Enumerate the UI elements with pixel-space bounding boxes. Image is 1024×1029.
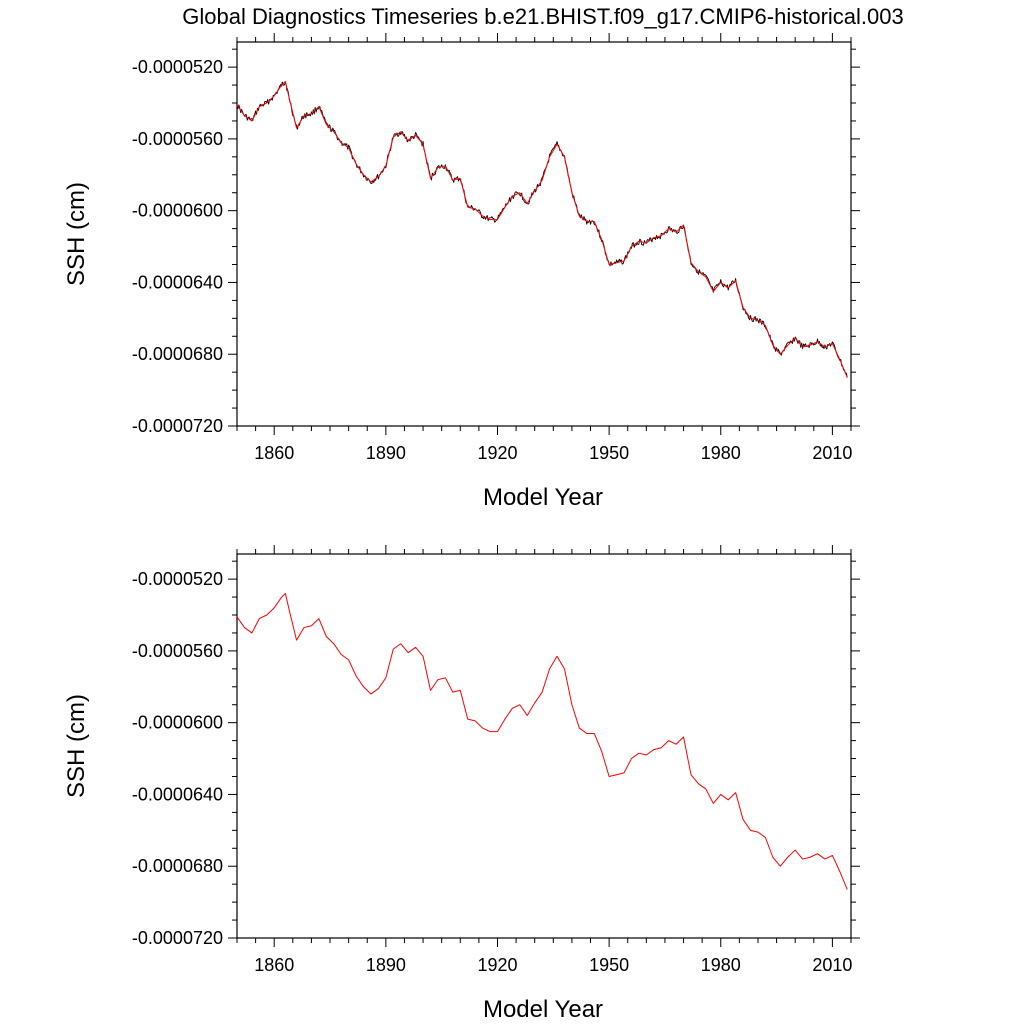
top-x-tick-label: 1860 [254, 443, 294, 463]
bottom-y-axis-label: SSH (cm) [63, 694, 90, 798]
top-x-axis-label: Model Year [483, 484, 603, 511]
bottom-series-annual [236, 592, 848, 890]
top-x-tick-label: 2010 [812, 443, 852, 463]
top-y-tick-label: -0.0000560 [132, 129, 223, 149]
top-x-tick-label: 1890 [366, 443, 406, 463]
top-y-tick-label: -0.0000600 [132, 201, 223, 221]
bottom-x-axis-label: Model Year [483, 996, 603, 1023]
top-x-tick-label: 1980 [701, 443, 741, 463]
top-y-tick-label: -0.0000720 [132, 416, 223, 436]
top-y-tick-label: -0.0000680 [132, 344, 223, 364]
bottom-x-tick-label: 1980 [701, 955, 741, 975]
bottom-x-tick-label: 1860 [254, 955, 294, 975]
bottom-x-tick-label: 2010 [812, 955, 852, 975]
bottom-x-tick-label: 1950 [589, 955, 629, 975]
bottom-y-tick-label: -0.0000680 [132, 856, 223, 876]
bottom-y-tick-label: -0.0000560 [132, 641, 223, 661]
bottom-x-tick-label: 1920 [477, 955, 517, 975]
top-x-tick-label: 1920 [477, 443, 517, 463]
bottom-y-tick-label: -0.0000640 [132, 784, 223, 804]
bottom-y-tick-label: -0.0000720 [132, 928, 223, 948]
top-x-tick-label: 1950 [589, 443, 629, 463]
bottom-x-tick-label: 1890 [366, 955, 406, 975]
bottom-panel: Model Year SSH (cm) 1860 1890 1920 1950 1980… [63, 545, 860, 1023]
top-y-tick-label: -0.0000520 [132, 57, 223, 77]
bottom-plot-frame [236, 553, 852, 939]
top-y-axis-label: SSH (cm) [63, 182, 90, 286]
top-series-annual [236, 80, 848, 378]
top-panel: Model Year SSH (cm) 1860 1890 1920 1950 1980… [63, 33, 860, 511]
bottom-y-tick-label: -0.0000520 [132, 569, 223, 589]
bottom-y-tick-label: -0.0000600 [132, 713, 223, 733]
top-y-tick-label: -0.0000640 [132, 272, 223, 292]
figure-title: Global Diagnostics Timeseries b.e21.BHIS… [182, 4, 903, 29]
top-plot-frame [236, 41, 852, 427]
